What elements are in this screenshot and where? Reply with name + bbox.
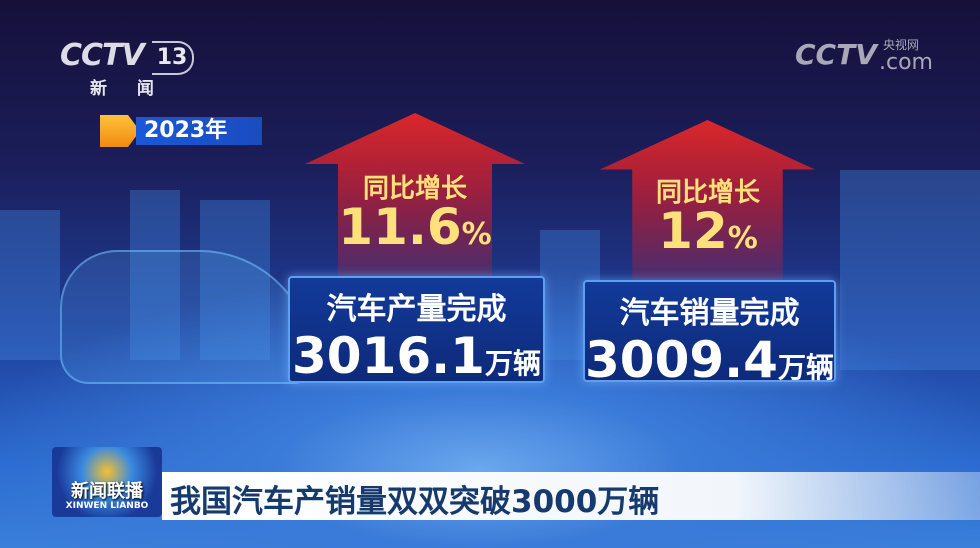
stat-value: 3016.1 [292, 327, 485, 385]
logo-channel: 13 [152, 41, 194, 75]
logo-brand: CCTV [60, 38, 145, 73]
year-label: 2023年 [136, 117, 262, 145]
stat-value: 3009.4 [585, 331, 778, 389]
tag-arrow-icon [100, 115, 140, 147]
cctv-com-watermark: CCTV 央视网 .com [795, 38, 933, 75]
stat-title: 汽车销量完成 [619, 296, 800, 331]
xinwen-lianbo-logo: 新闻联播 XINWEN LIANBO [52, 447, 162, 517]
logo-subtitle: 新 闻 [90, 79, 166, 99]
program-name-en: XINWEN LIANBO [65, 501, 149, 511]
sales-box: 汽车销量完成 3009.4万辆 [583, 280, 836, 388]
growth-value: 12% [598, 202, 818, 260]
growth-label: 同比增长 [655, 178, 760, 208]
stat-title: 汽车产量完成 [326, 292, 507, 327]
growth-unit: % [461, 217, 492, 252]
program-name: 新闻联播 [71, 481, 143, 502]
growth-number: 11.6 [338, 198, 462, 256]
growth-value: 11.6% [305, 198, 525, 256]
production-box: 汽车产量完成 3016.1万辆 [288, 276, 545, 385]
stat-unit: 万辆 [777, 351, 834, 384]
growth-unit: % [727, 221, 758, 256]
cctv13-logo: CCTV 13 新 闻 [60, 38, 194, 99]
watermark-brand: CCTV [795, 38, 877, 71]
growth-label: 同比增长 [362, 174, 467, 204]
headline-bar: 我国汽车产销量双双突破3000万辆 [162, 472, 980, 520]
watermark-cn: 央视网 [883, 38, 920, 52]
city-skyline-decoration [0, 210, 60, 360]
year-tag: 2023年 [100, 115, 262, 147]
city-skyline-decoration [840, 170, 980, 370]
stat-unit: 万辆 [484, 347, 541, 380]
growth-number: 12 [658, 202, 728, 260]
headline-text: 我国汽车产销量双双突破3000万辆 [170, 484, 660, 520]
watermark-domain: .com [879, 50, 933, 75]
car-wireframe-decoration [60, 250, 314, 384]
